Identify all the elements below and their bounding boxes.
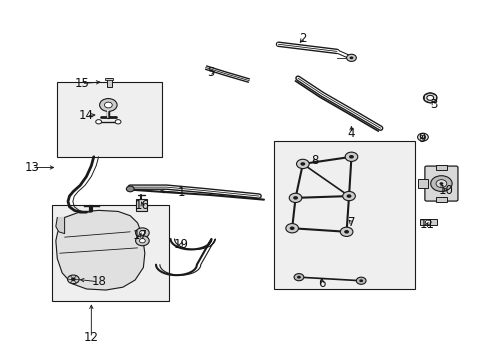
Bar bbox=[135, 199, 147, 211]
Circle shape bbox=[425, 220, 430, 224]
Text: 18: 18 bbox=[91, 275, 106, 288]
Circle shape bbox=[296, 276, 300, 279]
Bar bbox=[57, 82, 162, 157]
Text: 11: 11 bbox=[419, 218, 433, 231]
Circle shape bbox=[359, 279, 363, 282]
Text: 17: 17 bbox=[132, 229, 147, 242]
Polygon shape bbox=[56, 210, 144, 290]
Circle shape bbox=[340, 227, 352, 237]
Bar bbox=[273, 141, 414, 289]
Text: 14: 14 bbox=[79, 109, 94, 122]
Circle shape bbox=[139, 231, 145, 235]
Text: 8: 8 bbox=[311, 154, 318, 167]
Circle shape bbox=[435, 180, 446, 188]
Circle shape bbox=[342, 192, 355, 201]
Text: 2: 2 bbox=[299, 32, 306, 45]
Text: 10: 10 bbox=[438, 184, 453, 197]
Circle shape bbox=[430, 176, 451, 192]
Circle shape bbox=[300, 162, 305, 166]
Circle shape bbox=[345, 152, 357, 161]
Circle shape bbox=[104, 102, 112, 108]
Circle shape bbox=[115, 120, 121, 124]
Circle shape bbox=[67, 275, 79, 284]
Circle shape bbox=[348, 155, 353, 158]
Circle shape bbox=[71, 278, 76, 281]
Circle shape bbox=[356, 277, 366, 284]
Circle shape bbox=[96, 120, 102, 124]
Bar bbox=[105, 78, 113, 80]
Circle shape bbox=[139, 239, 145, 243]
Circle shape bbox=[426, 95, 433, 100]
Circle shape bbox=[135, 228, 149, 238]
Bar bbox=[435, 165, 447, 170]
Circle shape bbox=[296, 159, 308, 168]
Text: 16: 16 bbox=[135, 198, 150, 212]
Circle shape bbox=[346, 194, 351, 198]
Circle shape bbox=[292, 196, 297, 200]
Circle shape bbox=[349, 57, 353, 59]
Circle shape bbox=[346, 54, 356, 62]
Circle shape bbox=[126, 186, 134, 192]
Text: 4: 4 bbox=[347, 127, 354, 140]
Circle shape bbox=[344, 230, 348, 234]
Circle shape bbox=[293, 274, 303, 281]
Text: 12: 12 bbox=[83, 332, 99, 345]
Circle shape bbox=[285, 224, 298, 233]
Bar bbox=[419, 219, 436, 225]
Text: 7: 7 bbox=[347, 216, 354, 229]
Circle shape bbox=[289, 226, 294, 230]
Circle shape bbox=[135, 236, 149, 246]
Circle shape bbox=[417, 133, 427, 141]
Circle shape bbox=[100, 99, 117, 111]
Circle shape bbox=[288, 193, 301, 203]
Text: 13: 13 bbox=[24, 161, 40, 174]
FancyBboxPatch shape bbox=[424, 166, 457, 201]
Text: 9: 9 bbox=[417, 132, 425, 145]
Circle shape bbox=[420, 135, 425, 139]
Circle shape bbox=[423, 93, 436, 103]
Text: 6: 6 bbox=[318, 277, 325, 290]
Bar bbox=[107, 78, 112, 87]
Bar bbox=[435, 197, 447, 202]
Bar bbox=[417, 179, 427, 188]
Polygon shape bbox=[56, 217, 64, 234]
Text: 19: 19 bbox=[173, 238, 188, 251]
Text: 15: 15 bbox=[74, 77, 89, 90]
Circle shape bbox=[439, 182, 443, 185]
Bar bbox=[52, 205, 169, 301]
Text: 5: 5 bbox=[206, 66, 214, 79]
Text: 3: 3 bbox=[429, 99, 437, 112]
Text: 1: 1 bbox=[177, 186, 184, 199]
